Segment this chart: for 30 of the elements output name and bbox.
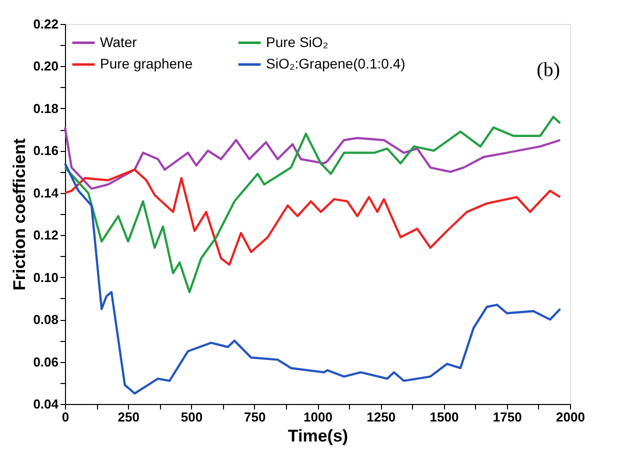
y-tick-label: 0.22 [33, 16, 58, 32]
y-tick-label: 0.14 [33, 185, 60, 200]
y-tick-label: 0.18 [33, 100, 58, 116]
x-tick-label: 1500 [430, 410, 459, 424]
x-tick-label: 1250 [366, 410, 396, 424]
x-axis-title: Time(s) [288, 426, 348, 446]
x-tick-label: 0 [62, 410, 70, 424]
text: 0.10 [33, 270, 58, 285]
line-series [64, 168, 562, 266]
legend-label: Water [100, 34, 138, 50]
line-series [64, 116, 562, 294]
y-tick-label: 0.06 [33, 354, 58, 370]
x-tick-label: 250 [118, 410, 140, 424]
x-tick-label: 750 [244, 410, 266, 424]
x-tick-label: 2000 [556, 410, 585, 424]
legend-label: SiO₂:Grapene(0.1:0.4) [266, 56, 406, 72]
y-axis-title: Friction coefficient [10, 138, 30, 291]
y-tick-label: 0.16 [33, 143, 58, 158]
line-series [64, 162, 562, 395]
legend-label: Pure graphene [100, 56, 193, 72]
y-tick-label: 0.12 [33, 228, 58, 243]
y-tick-label: 0.08 [33, 312, 58, 328]
x-tick-label: 500 [180, 410, 203, 424]
x-tick-label: 1000 [304, 410, 332, 424]
annotation: (b) [536, 59, 560, 81]
y-tick-label: 0.04 [33, 396, 60, 412]
line-series [64, 126, 562, 190]
x-tick-label: 1750 [492, 410, 522, 424]
text: 0.20 [33, 58, 58, 74]
legend-label: Pure SiO₂ [266, 34, 328, 50]
